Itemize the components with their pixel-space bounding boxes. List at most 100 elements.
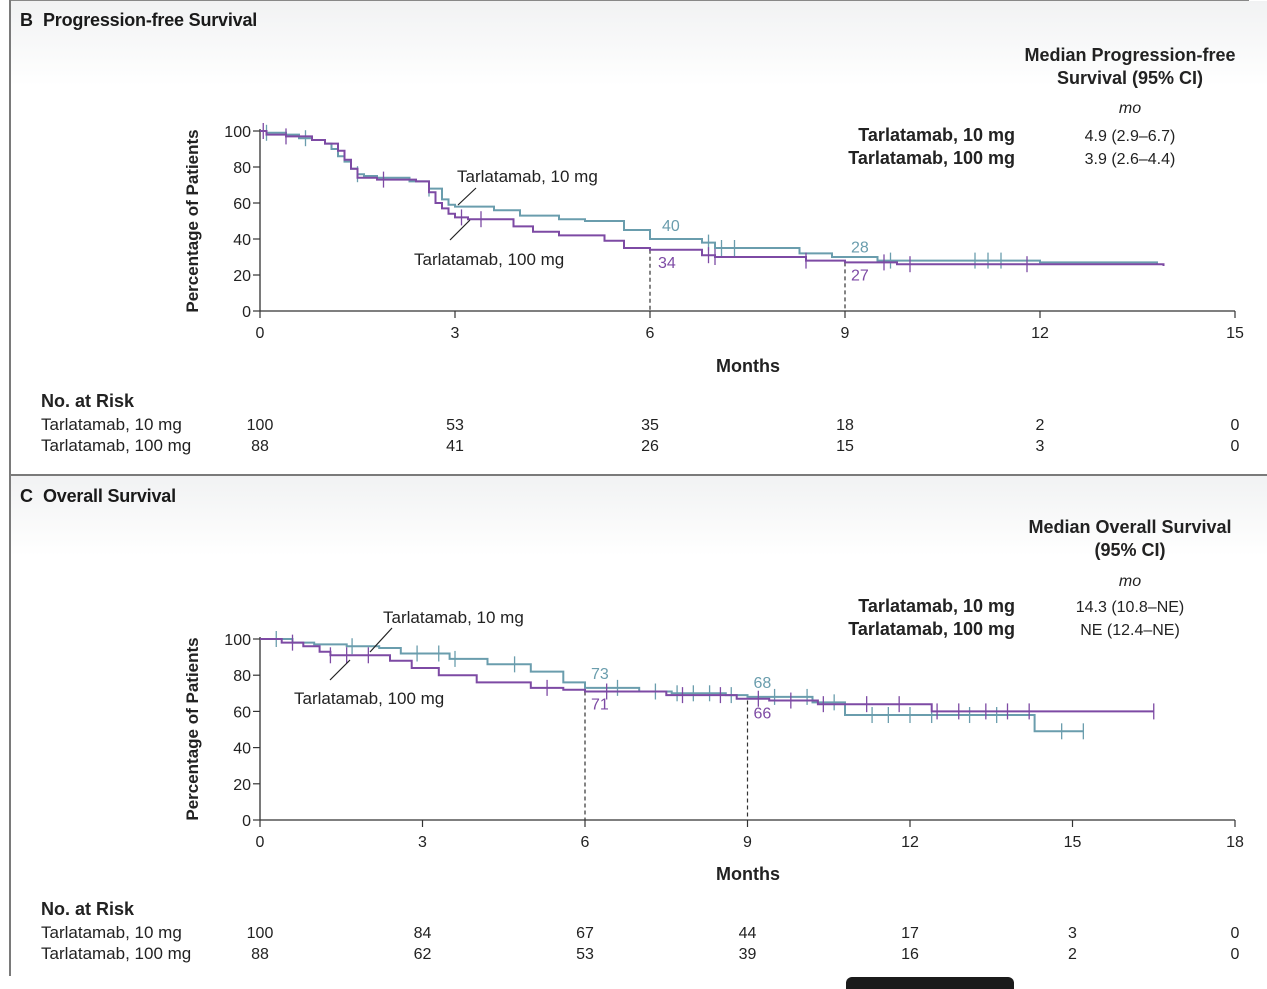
y-tick-label: 80 — [233, 160, 251, 177]
frame-top-border — [9, 0, 1249, 1]
risk-count: 53 — [446, 417, 464, 434]
landmark-value: 66 — [754, 706, 772, 723]
y-axis-label: Percentage of Patients — [183, 637, 202, 820]
x-tick-label: 9 — [743, 834, 752, 851]
panel-c-letter: C — [20, 486, 33, 506]
frame-left-border — [9, 0, 11, 976]
risk-count: 39 — [739, 946, 757, 963]
risk-count: 53 — [576, 946, 594, 963]
curve-100mg — [260, 130, 1165, 266]
curve-label-leader — [449, 219, 471, 241]
curve-100mg — [260, 638, 1154, 713]
landmark-value: 34 — [658, 255, 676, 272]
y-tick-label: 100 — [224, 632, 251, 649]
curve-label-leader — [329, 659, 351, 681]
panel-b-title: B Progression-free Survival — [20, 10, 257, 31]
panel-c-title: C Overall Survival — [20, 486, 176, 507]
curve-label: Tarlatamab, 10 mg — [383, 608, 524, 627]
risk-count: 0 — [1231, 925, 1240, 942]
risk-count: 2 — [1036, 417, 1045, 434]
x-tick-label: 0 — [256, 834, 265, 851]
risk-row-label: Tarlatamab, 100 mg — [41, 436, 191, 455]
legend-heading-line-2: Survival (95% CI) — [1057, 68, 1203, 88]
x-tick-label: 6 — [646, 325, 655, 342]
risk-row-label: Tarlatamab, 100 mg — [41, 944, 191, 963]
x-axis-label: Months — [716, 864, 780, 884]
legend-unit: mo — [1119, 100, 1141, 117]
landmark-value: 71 — [591, 696, 609, 713]
risk-row-label: Tarlatamab, 10 mg — [41, 415, 182, 434]
legend-heading-line-1: Median Overall Survival — [1028, 517, 1231, 537]
legend-entry-value: 14.3 (10.8–NE) — [1076, 599, 1185, 616]
risk-count: 35 — [641, 417, 659, 434]
x-tick-label: 12 — [901, 834, 919, 851]
risk-count: 26 — [641, 438, 659, 455]
panel-b-title-text: Progression-free Survival — [43, 10, 258, 30]
x-tick-label: 15 — [1226, 325, 1244, 342]
legend-entry-label: Tarlatamab, 100 mg — [848, 619, 1015, 639]
risk-table-heading: No. at Risk — [41, 391, 135, 411]
legend-unit: mo — [1119, 573, 1141, 590]
x-tick-label: 6 — [581, 834, 590, 851]
panel-c-title-text: Overall Survival — [43, 486, 176, 506]
risk-row-label: Tarlatamab, 10 mg — [41, 923, 182, 942]
y-tick-label: 0 — [242, 304, 251, 321]
y-tick-label: 100 — [224, 124, 251, 141]
risk-count: 100 — [247, 417, 274, 434]
x-tick-label: 18 — [1226, 834, 1244, 851]
y-tick-label: 40 — [233, 232, 251, 249]
landmark-value: 27 — [851, 267, 869, 284]
y-tick-label: 80 — [233, 668, 251, 685]
landmark-value: 40 — [662, 218, 680, 235]
x-tick-label: 3 — [451, 325, 460, 342]
risk-count: 100 — [247, 925, 274, 942]
curve-label-leader — [457, 187, 477, 206]
risk-count: 84 — [414, 925, 432, 942]
risk-count: 88 — [251, 946, 269, 963]
panel-divider — [11, 474, 1267, 476]
risk-count: 44 — [739, 925, 757, 942]
x-axis-label: Months — [716, 356, 780, 376]
panel-c-header-band — [11, 476, 1267, 556]
legend-heading-line-2: (95% CI) — [1094, 540, 1165, 560]
legend-entry-label: Tarlatamab, 10 mg — [858, 596, 1015, 616]
legend-entry-label: Tarlatamab, 100 mg — [848, 148, 1015, 168]
risk-count: 2 — [1068, 946, 1077, 963]
risk-count: 17 — [901, 925, 919, 942]
x-tick-label: 12 — [1031, 325, 1049, 342]
x-tick-label: 15 — [1064, 834, 1082, 851]
curve-label: Tarlatamab, 100 mg — [294, 689, 444, 708]
legend-entry-label: Tarlatamab, 10 mg — [858, 125, 1015, 145]
risk-count: 3 — [1036, 438, 1045, 455]
legend-entry-value: 4.9 (2.9–6.7) — [1085, 128, 1176, 145]
x-tick-label: 3 — [418, 834, 427, 851]
y-tick-label: 40 — [233, 741, 251, 758]
panel-b-header-band — [11, 1, 1267, 86]
risk-count: 62 — [414, 946, 432, 963]
y-tick-label: 60 — [233, 704, 251, 721]
risk-table-heading: No. at Risk — [41, 899, 135, 919]
x-tick-label: 9 — [841, 325, 850, 342]
risk-count: 0 — [1231, 417, 1240, 434]
landmark-value: 73 — [591, 666, 609, 683]
risk-count: 0 — [1231, 946, 1240, 963]
curve-label-leader — [369, 627, 393, 653]
x-tick-label: 0 — [256, 325, 265, 342]
legend-heading-line-1: Median Progression-free — [1024, 45, 1235, 65]
legend-entry-value: 3.9 (2.6–4.4) — [1085, 151, 1176, 168]
risk-count: 41 — [446, 438, 464, 455]
risk-count: 67 — [576, 925, 594, 942]
risk-count: 18 — [836, 417, 854, 434]
risk-count: 3 — [1068, 925, 1077, 942]
landmark-value: 68 — [754, 675, 772, 692]
risk-count: 88 — [251, 438, 269, 455]
y-tick-label: 20 — [233, 777, 251, 794]
landmark-value: 28 — [851, 240, 869, 257]
home-indicator-bar — [846, 977, 1014, 989]
y-tick-label: 60 — [233, 196, 251, 213]
y-tick-label: 0 — [242, 813, 251, 830]
curve-10mg — [260, 638, 1084, 733]
